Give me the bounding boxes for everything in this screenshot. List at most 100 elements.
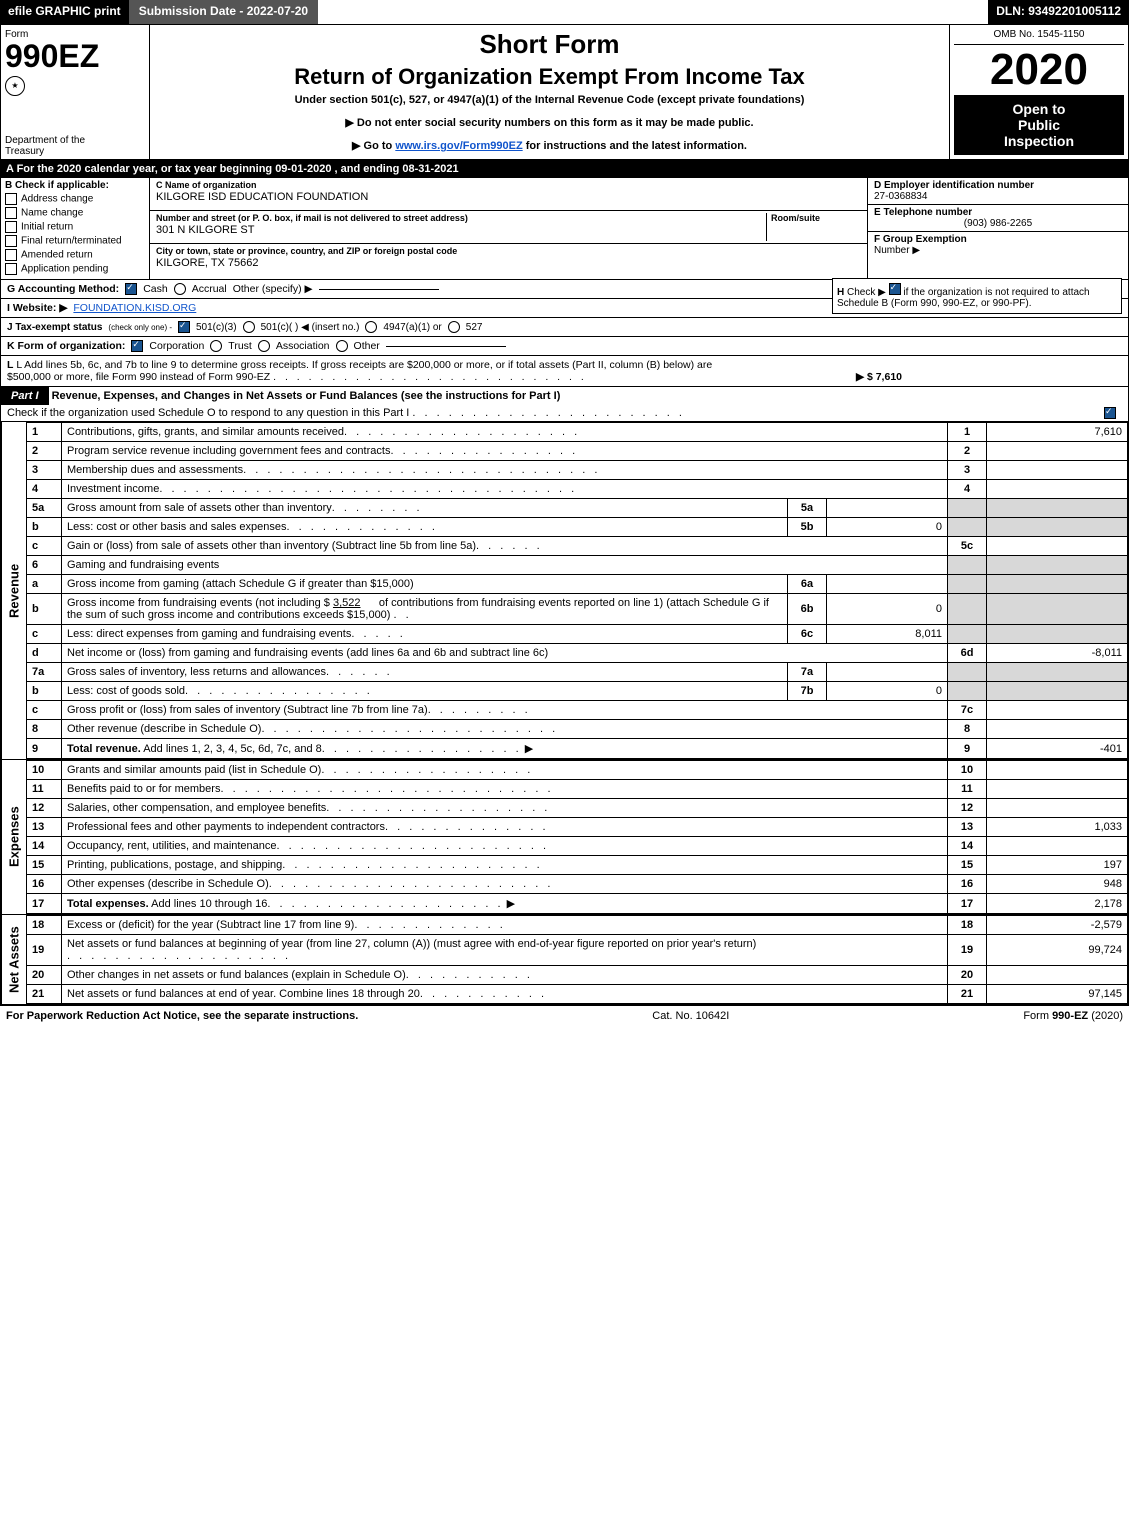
tax-year: 2020 xyxy=(954,45,1124,95)
j-501c: 501(c)( ) ◀ (insert no.) xyxy=(261,322,360,333)
desc: Investment income xyxy=(67,483,159,495)
desc: Net assets or fund balances at end of ye… xyxy=(67,988,420,1000)
ln: b xyxy=(27,682,62,701)
line-1: 1 Contributions, gifts, grants, and simi… xyxy=(27,423,1128,442)
chk-name-change[interactable]: Name change xyxy=(5,207,145,219)
line-21: 21 Net assets or fund balances at end of … xyxy=(27,985,1128,1004)
lnum: 5c xyxy=(948,537,987,556)
lnum: 10 xyxy=(948,761,987,780)
box-c: C Name of organization KILGORE ISD EDUCA… xyxy=(150,178,868,279)
l-text1: L Add lines 5b, 6c, and 7b to line 9 to … xyxy=(16,359,712,371)
part1-title: Revenue, Expenses, and Changes in Net As… xyxy=(52,390,561,402)
amt xyxy=(987,537,1128,556)
chk-initial[interactable]: Initial return xyxy=(5,221,145,233)
line-6b: b Gross income from fundraising events (… xyxy=(27,594,1128,625)
desc: Gaming and fundraising events xyxy=(62,556,948,575)
header-right: OMB No. 1545-1150 2020 Open to Public In… xyxy=(949,25,1128,159)
line-2: 2 Program service revenue including gove… xyxy=(27,442,1128,461)
amt: 99,724 xyxy=(987,935,1128,966)
chk-pending[interactable]: Application pending xyxy=(5,263,145,275)
checkbox-icon xyxy=(5,221,17,233)
line-14: 14Occupancy, rent, utilities, and mainte… xyxy=(27,837,1128,856)
ln: b xyxy=(27,518,62,537)
amt: 7,610 xyxy=(987,423,1128,442)
dots: . . . . . . . . . . . . . . . . . . . . … xyxy=(412,407,685,419)
lnum: 18 xyxy=(948,916,987,935)
chk-schedule-o[interactable] xyxy=(1104,407,1116,419)
sublbl: 7a xyxy=(788,663,827,682)
ln: 19 xyxy=(27,935,62,966)
ln: 20 xyxy=(27,966,62,985)
amt xyxy=(987,780,1128,799)
line-6a: a Gross income from gaming (attach Sched… xyxy=(27,575,1128,594)
amt xyxy=(987,701,1128,720)
notice-goto: ▶ Go to www.irs.gov/Form990EZ for instru… xyxy=(170,139,929,152)
chk-final[interactable]: Final return/terminated xyxy=(5,235,145,247)
chk-address-change[interactable]: Address change xyxy=(5,193,145,205)
chk-h[interactable] xyxy=(889,283,901,295)
expenses-table: 10Grants and similar amounts paid (list … xyxy=(26,760,1128,914)
line-16: 16Other expenses (describe in Schedule O… xyxy=(27,875,1128,894)
cat-number: Cat. No. 10642I xyxy=(652,1010,729,1022)
net-table: 18 Excess or (deficit) for the year (Subt… xyxy=(26,915,1128,1004)
j-4947: 4947(a)(1) or xyxy=(383,322,441,333)
sublbl: 5b xyxy=(788,518,827,537)
subval: 0 xyxy=(827,682,948,701)
amt xyxy=(987,442,1128,461)
ln: 4 xyxy=(27,480,62,499)
form-ref-bold: 990-EZ xyxy=(1052,1010,1088,1022)
chk-accrual[interactable] xyxy=(174,283,186,295)
amt xyxy=(987,966,1128,985)
irs-link[interactable]: www.irs.gov/Form990EZ xyxy=(395,140,522,152)
line-3: 3 Membership dues and assessments . . . … xyxy=(27,461,1128,480)
chk-amended[interactable]: Amended return xyxy=(5,249,145,261)
header-center: Short Form Return of Organization Exempt… xyxy=(150,25,949,159)
line-7a: 7a Gross sales of inventory, less return… xyxy=(27,663,1128,682)
j-527: 527 xyxy=(466,322,483,333)
ln: c xyxy=(27,537,62,556)
shade xyxy=(948,575,987,594)
desc: Professional fees and other payments to … xyxy=(67,821,385,833)
chk-501c3[interactable] xyxy=(178,321,190,333)
lnum: 7c xyxy=(948,701,987,720)
treasury-seal-icon: ★ xyxy=(5,76,25,96)
checkbox-icon xyxy=(5,263,17,275)
j-note: (check only one) - xyxy=(108,323,172,332)
amt: -8,011 xyxy=(987,644,1128,663)
chk-4947[interactable] xyxy=(365,321,377,333)
shade xyxy=(987,682,1128,701)
g-other: Other (specify) ▶ xyxy=(233,283,313,295)
efile-label[interactable]: efile GRAPHIC print xyxy=(0,0,129,24)
chk-cash[interactable] xyxy=(125,283,137,295)
desc1: Gross income from fundraising events (no… xyxy=(67,597,333,609)
form-ref: Form 990-EZ (2020) xyxy=(1023,1010,1123,1022)
chk-501c[interactable] xyxy=(243,321,255,333)
subval xyxy=(827,663,948,682)
amt: 948 xyxy=(987,875,1128,894)
website-link[interactable]: FOUNDATION.KISD.ORG xyxy=(73,302,196,314)
line-13: 13Professional fees and other payments t… xyxy=(27,818,1128,837)
ln: 8 xyxy=(27,720,62,739)
chk-527[interactable] xyxy=(448,321,460,333)
other-org-input[interactable] xyxy=(386,346,506,347)
ln: 18 xyxy=(27,916,62,935)
shade xyxy=(987,625,1128,644)
lnum: 21 xyxy=(948,985,987,1004)
ln: 5a xyxy=(27,499,62,518)
expenses-section: Expenses 10Grants and similar amounts pa… xyxy=(0,759,1129,914)
chk-trust[interactable] xyxy=(210,340,222,352)
desc: Excess or (deficit) for the year (Subtra… xyxy=(67,919,354,931)
lnum: 14 xyxy=(948,837,987,856)
line-7c: c Gross profit or (loss) from sales of i… xyxy=(27,701,1128,720)
other-specify-input[interactable] xyxy=(319,289,439,290)
ln: c xyxy=(27,625,62,644)
omb-number: OMB No. 1545-1150 xyxy=(954,29,1124,45)
amt xyxy=(987,461,1128,480)
chk-assoc[interactable] xyxy=(258,340,270,352)
chk-other-org[interactable] xyxy=(336,340,348,352)
accounting-method: G Accounting Method: Cash Accrual Other … xyxy=(0,280,1129,299)
chk-corp[interactable] xyxy=(131,340,143,352)
lnum: 2 xyxy=(948,442,987,461)
street-label: Number and street (or P. O. box, if mail… xyxy=(156,213,468,223)
shade xyxy=(987,594,1128,625)
